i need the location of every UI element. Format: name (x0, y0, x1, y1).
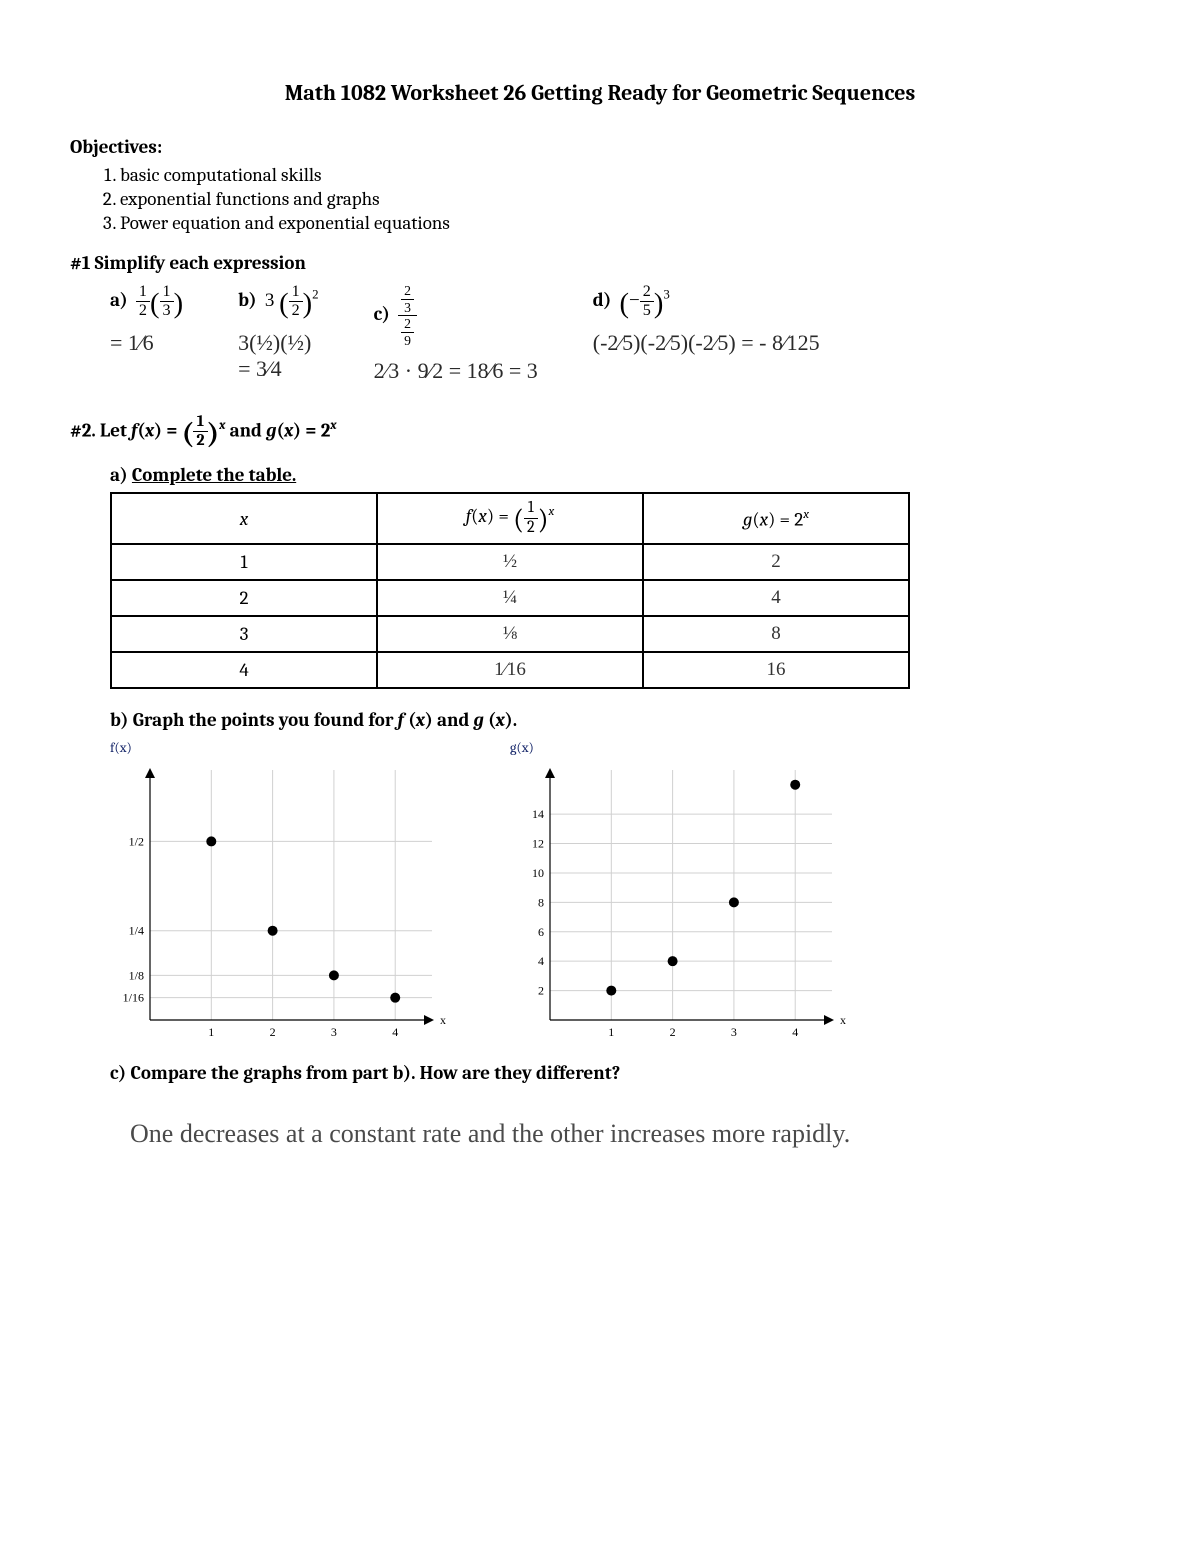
svg-text:4: 4 (392, 1025, 398, 1039)
q1d: d) (−25)3 (-2⁄5)(-2⁄5)(-2⁄5) = - 8⁄125 (593, 284, 820, 356)
cell-x: 3 (111, 616, 377, 652)
objective-item: exponential functions and graphs (120, 188, 1130, 210)
part-label: a) (110, 464, 128, 486)
part-label: c) (374, 303, 390, 325)
cell-g: 16 (643, 652, 909, 688)
cell-g: 8 (643, 616, 909, 652)
q1-heading: #1 Simplify each expression (70, 252, 1130, 274)
cell-f: ⅛ (377, 616, 643, 652)
cell-x: 1 (111, 544, 377, 580)
table-header-row: x f(x) = (12)x g(x) = 2x (111, 493, 909, 543)
q2a-text: Complete the table. (132, 464, 296, 486)
table-row: 4 1⁄16 16 (111, 652, 909, 688)
q1d-answer: (-2⁄5)(-2⁄5)(-2⁄5) = - 8⁄125 (593, 330, 820, 356)
cell-f: 1⁄16 (377, 652, 643, 688)
col-header-g: g(x) = 2x (643, 493, 909, 543)
svg-text:4: 4 (538, 954, 544, 968)
svg-text:1: 1 (208, 1025, 214, 1039)
q1a-answer: = 1⁄6 (110, 330, 183, 356)
q1a-expr: 12(13) (136, 290, 183, 311)
page-title: Math 1082 Worksheet 26 Getting Ready for… (70, 80, 1130, 106)
svg-text:2: 2 (670, 1025, 676, 1039)
q2a: a) Complete the table. (110, 464, 1130, 486)
svg-text:3: 3 (331, 1025, 337, 1039)
svg-text:10: 10 (532, 866, 544, 880)
cell-g: 4 (643, 580, 909, 616)
svg-text:2: 2 (538, 983, 544, 997)
svg-text:1/4: 1/4 (129, 924, 144, 938)
q1c-expr: 2329 (398, 304, 417, 325)
svg-text:x: x (440, 1013, 446, 1027)
objective-item: Power equation and exponential equations (120, 212, 1130, 234)
col-header-f: f(x) = (12)x (377, 493, 643, 543)
objectives-heading: Objectives: (70, 136, 1130, 158)
q1a: a) 12(13) = 1⁄6 (110, 284, 183, 356)
svg-text:1/2: 1/2 (129, 834, 144, 848)
q2c-text: Compare the graphs from part b). How are… (131, 1062, 621, 1084)
part-label: b) (110, 709, 129, 731)
q2-heading: #2. Let f(x) = (12)x and g(x) = 2x (70, 414, 1130, 451)
part-label: b) (238, 289, 257, 311)
table-row: 1 ½ 2 (111, 544, 909, 580)
q1b-expr: 3 (12)2 (265, 290, 319, 311)
q1b-answer-2: = 3⁄4 (238, 356, 319, 382)
q1-problems: a) 12(13) = 1⁄6 b) 3 (12)2 3(½)(½) = 3⁄4… (110, 284, 1130, 384)
svg-text:2: 2 (270, 1025, 276, 1039)
q2c-answer: One decreases at a constant rate and the… (130, 1112, 1130, 1156)
q1c: c) 2329 2⁄3 · 9⁄2 = 18⁄6 = 3 (374, 284, 538, 384)
q1b-answer-1: 3(½)(½) (238, 330, 319, 356)
chart-g-title: g(x) (510, 739, 850, 756)
charts-row: f(x) 12341/161/81/41/2x g(x) 12342468101… (110, 739, 1130, 1048)
chart-f: 1 2 3 4 1/16 1/8 1/4 1/2 x (110, 758, 450, 1048)
q1c-answer: 2⁄3 · 9⁄2 = 18⁄6 = 3 (374, 358, 538, 384)
svg-text:1: 1 (608, 1025, 614, 1039)
cell-f: ¼ (377, 580, 643, 616)
q2a-table: x f(x) = (12)x g(x) = 2x 1 ½ 2 2 ¼ 4 3 ⅛… (110, 492, 910, 688)
chart-f-wrap: f(x) 1 2 3 4 1/16 1/8 1/4 1/2 x (110, 739, 450, 1048)
svg-text:x: x (840, 1013, 846, 1027)
table-row: 3 ⅛ 8 (111, 616, 909, 652)
col-header-x: x (111, 493, 377, 543)
chart-f-title: f(x) (110, 739, 450, 756)
svg-text:12: 12 (532, 836, 544, 850)
svg-text:1/8: 1/8 (129, 968, 144, 982)
cell-f: ½ (377, 544, 643, 580)
q2b-text: Graph the points you found for f (x) and… (133, 709, 517, 731)
svg-text:6: 6 (538, 925, 544, 939)
svg-text:4: 4 (792, 1025, 798, 1039)
objective-item: basic computational skills (120, 164, 1130, 186)
q2b: b) Graph the points you found for f (x) … (110, 709, 1130, 731)
cell-g: 2 (643, 544, 909, 580)
cell-x: 4 (111, 652, 377, 688)
q1d-expr: (−25)3 (620, 290, 670, 311)
svg-text:8: 8 (538, 895, 544, 909)
svg-text:3: 3 (731, 1025, 737, 1039)
q1b: b) 3 (12)2 3(½)(½) = 3⁄4 (238, 284, 319, 382)
part-label: d) (593, 289, 612, 311)
chart-g: 12342468101214x (510, 758, 850, 1048)
cell-x: 2 (111, 580, 377, 616)
svg-text:14: 14 (532, 807, 544, 821)
chart-g-wrap: g(x) 12342468101214x (510, 739, 850, 1048)
objectives-list: basic computational skills exponential f… (100, 164, 1130, 234)
part-label: c) (110, 1062, 126, 1084)
svg-text:1/16: 1/16 (123, 990, 144, 1004)
part-label: a) (110, 289, 128, 311)
table-row: 2 ¼ 4 (111, 580, 909, 616)
q2c: c) Compare the graphs from part b). How … (110, 1062, 1130, 1084)
